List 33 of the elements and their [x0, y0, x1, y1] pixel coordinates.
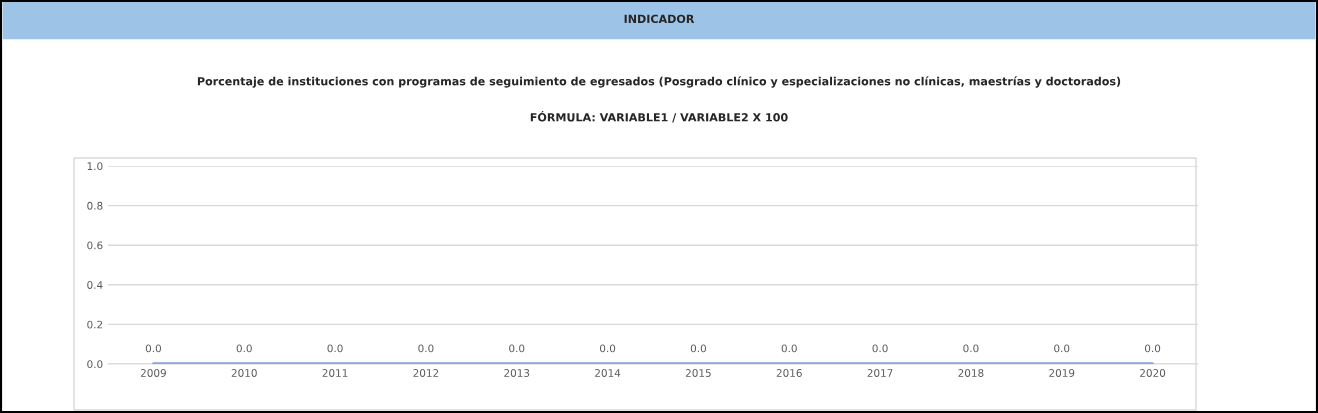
y-tick-label: 0.8	[87, 201, 103, 210]
x-tick-label: 2010	[231, 369, 257, 377]
data-label: 0.0	[418, 344, 434, 353]
data-label: 0.0	[599, 344, 616, 353]
y-tick-label: 0.2	[87, 320, 103, 329]
data-label: 0.0	[1144, 344, 1161, 353]
x-tick-label: 2014	[595, 369, 621, 377]
y-tick-label: 0.0	[87, 360, 103, 369]
y-tick-label: 0.6	[87, 241, 103, 250]
data-label: 0.0	[327, 344, 343, 353]
data-label: 0.0	[690, 344, 707, 353]
x-tick-label: 2013	[504, 369, 530, 377]
data-label: 0.0	[145, 344, 162, 353]
data-label: 0.0	[236, 344, 252, 353]
y-tick-label: 1.0	[87, 162, 103, 171]
chart-subtitle: Porcentaje de instituciones con programas de seguimiento de egresados (Posgrado clínico y especializaciones no clínicas, maestrías y doctorados)	[197, 76, 1121, 88]
data-label: 0.0	[872, 344, 888, 353]
x-tick-label: 2020	[1140, 369, 1166, 377]
data-label: 0.0	[509, 344, 525, 353]
x-tick-label: 2018	[958, 369, 984, 377]
text: FÓRMULA: VARIABLE1 / VARIABLE2 X 100	[530, 111, 788, 123]
x-tick-label: 2011	[322, 369, 348, 377]
x-tick-label: 2016	[776, 369, 802, 377]
y-tick-label: 0.4	[87, 281, 103, 289]
x-tick-label: 2009	[140, 369, 166, 377]
x-tick-label: 2017	[867, 369, 893, 377]
data-label: 0.0	[781, 344, 797, 353]
x-tick-label: 2019	[1049, 369, 1075, 377]
data-label: 0.0	[1054, 344, 1070, 353]
x-tick-label: 2012	[413, 369, 439, 377]
data-label: 0.0	[963, 344, 979, 353]
chart-title: INDICADOR	[624, 14, 695, 24]
x-tick-label: 2015	[685, 369, 711, 377]
